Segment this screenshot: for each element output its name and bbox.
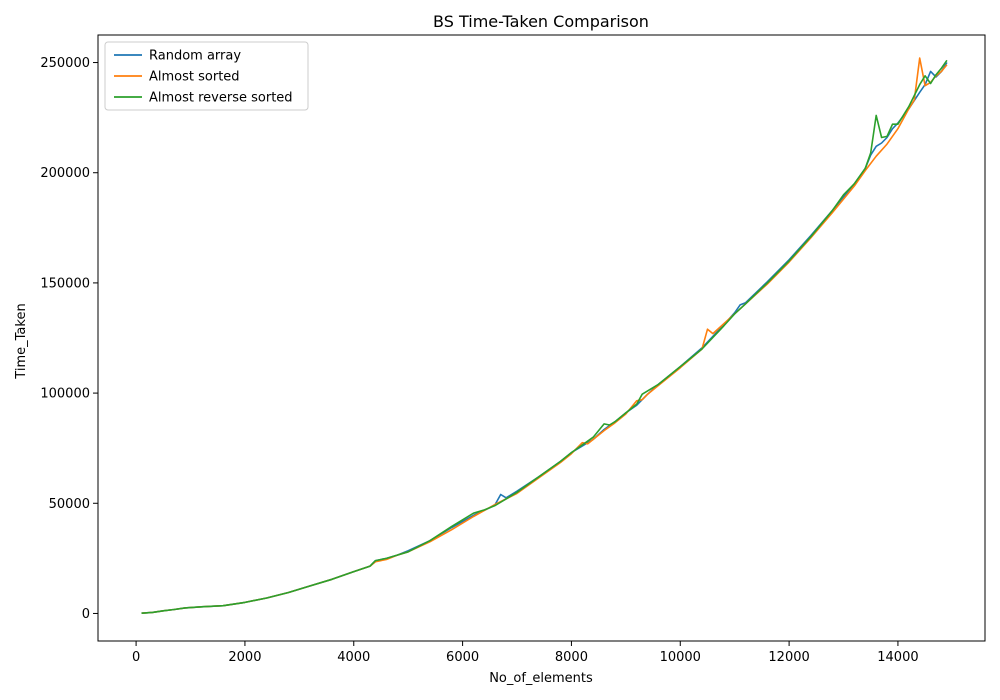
legend-box: [104, 41, 309, 111]
y-tick-label: 250000: [40, 56, 90, 71]
x-tick-label: 2000: [228, 650, 261, 665]
y-tick-label: 200000: [40, 166, 90, 181]
series-line-random-array: [141, 62, 948, 614]
y-tick-label: 0: [82, 607, 90, 622]
x-axis: 0 2000 4000 6000 8000 10000 12000 14000: [132, 641, 919, 665]
y-tick-label: 100000: [40, 387, 90, 402]
x-tick-label: 8000: [555, 650, 588, 665]
legend-label: Almost sorted: [149, 70, 240, 85]
legend: Random array Almost sorted Almost reverse …: [104, 41, 309, 111]
legend-label: Almost reverse sorted: [149, 91, 293, 106]
plot-area: [97, 34, 986, 642]
y-axis: 0 50000 100000 150000 200000 250000: [40, 56, 98, 622]
x-tick-label: 12000: [768, 650, 809, 665]
series-line-almost-reverse-sorted: [141, 59, 948, 614]
x-tick-label: 0: [132, 650, 140, 665]
x-axis-label: No_of_elements: [489, 671, 593, 686]
y-tick-label: 150000: [40, 276, 90, 291]
chart-title: BS Time-Taken Comparison: [433, 12, 649, 31]
series-line-almost-sorted: [141, 57, 948, 614]
legend-label: Random array: [149, 49, 241, 64]
x-tick-label: 14000: [877, 650, 918, 665]
x-tick-label: 10000: [660, 650, 701, 665]
series-lines: [141, 57, 948, 614]
x-tick-label: 4000: [337, 650, 370, 665]
y-tick-label: 50000: [49, 497, 90, 512]
y-axis-label: Time_Taken: [14, 303, 29, 379]
plot-frame: [97, 34, 986, 642]
x-tick-label: 6000: [446, 650, 479, 665]
